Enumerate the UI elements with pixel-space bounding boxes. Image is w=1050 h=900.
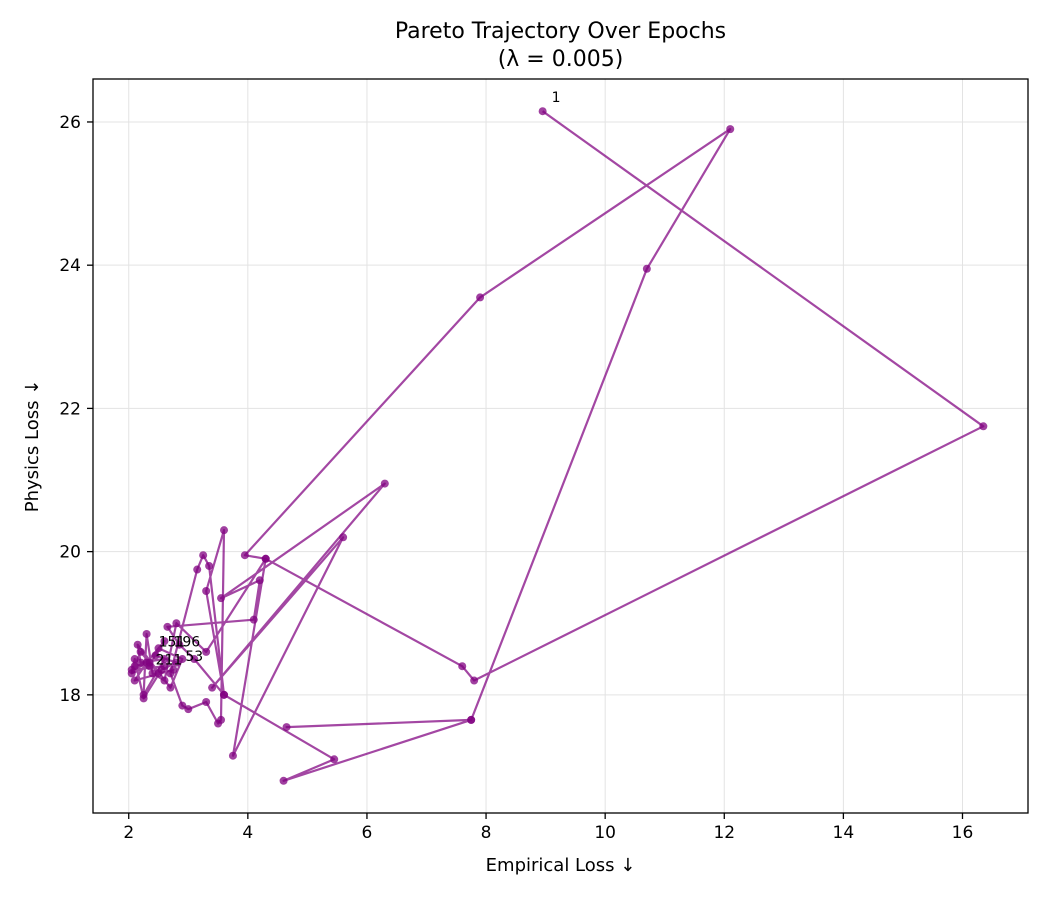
trajectory-point [220, 690, 229, 699]
trajectory-point [642, 264, 651, 273]
plot-frame [92, 78, 1029, 814]
trajectory-point [208, 683, 217, 692]
trajectory-point [145, 658, 154, 667]
trajectory-point [279, 776, 288, 785]
trajectory-point [130, 655, 139, 664]
x-tick-label: 14 [833, 823, 855, 843]
trajectory-point [214, 719, 223, 728]
trajectory-point [470, 676, 479, 685]
trajectory-point [190, 655, 199, 664]
trajectory-point [249, 615, 258, 624]
trajectory-point [458, 662, 467, 671]
trajectory-point [160, 662, 169, 671]
y-tick-label: 26 [59, 113, 81, 133]
trajectory-point [202, 587, 211, 596]
x-tick-label: 12 [713, 823, 735, 843]
trajectory-point [380, 479, 389, 488]
trajectory-point [160, 637, 169, 646]
trajectory-point [139, 694, 148, 703]
trajectory-point [202, 698, 211, 707]
x-tick-label: 2 [123, 823, 134, 843]
y-tick-label: 20 [59, 543, 81, 563]
trajectory-point [538, 107, 547, 116]
trajectory-point [175, 640, 184, 649]
trajectory-series [127, 107, 988, 785]
trajectory-point [127, 665, 136, 674]
point-annotation: 53 [185, 649, 203, 665]
trajectory-point [261, 554, 270, 563]
trajectory-point [133, 640, 142, 649]
y-axis-label: Physics Loss ↓ [22, 380, 43, 513]
trajectory-point [476, 293, 485, 302]
x-tick-label: 10 [594, 823, 616, 843]
trajectory-point [154, 644, 163, 653]
trajectory-point [142, 629, 151, 638]
point-annotation: 211 [156, 652, 183, 668]
trajectory-point [160, 655, 169, 664]
trajectory-point [178, 655, 187, 664]
trajectory-point [979, 422, 988, 431]
trajectory-point [228, 751, 237, 760]
y-tick-label: 22 [59, 399, 81, 419]
y-tick-label: 24 [59, 256, 81, 276]
trajectory-point [169, 665, 178, 674]
point-annotation: 1 [552, 90, 561, 106]
chart-title: Pareto Trajectory Over Epochs [395, 19, 726, 44]
trajectory-point [130, 676, 139, 685]
trajectory-point [726, 125, 735, 134]
trajectory-point [339, 533, 348, 542]
trajectory-point [202, 647, 211, 656]
y-tick-label: 18 [59, 686, 81, 706]
trajectory-point [184, 705, 193, 714]
trajectory-point [217, 594, 226, 603]
x-tick-label: 16 [952, 823, 974, 843]
x-tick-label: 4 [242, 823, 253, 843]
x-tick-label: 8 [481, 823, 492, 843]
trajectory-point [220, 526, 229, 535]
point-annotation: 151 [159, 634, 186, 650]
x-axis-label: Empirical Loss ↓ [486, 855, 636, 876]
trajectory-line [130, 110, 985, 782]
trajectory-point [136, 658, 145, 667]
chart-subtitle: (λ = 0.005) [498, 47, 624, 72]
trajectory-point [193, 565, 202, 574]
trajectory-point [178, 701, 187, 710]
trajectory-point [240, 551, 249, 560]
trajectory-point [136, 647, 145, 656]
trajectory-point [199, 551, 208, 560]
trajectory-point [154, 669, 163, 678]
trajectory-point [160, 676, 169, 685]
grid [93, 79, 1028, 813]
trajectory-point [151, 651, 160, 660]
trajectory-point [330, 755, 339, 764]
trajectory-point [172, 658, 181, 667]
x-tick-label: 6 [362, 823, 373, 843]
trajectory-point [148, 669, 157, 678]
point-annotation: 196 [173, 634, 200, 650]
trajectory-point [255, 576, 264, 585]
trajectory-point [163, 622, 172, 631]
trajectory-point [166, 683, 175, 692]
trajectory-point [172, 619, 181, 628]
trajectory-point [205, 561, 214, 570]
trajectory-point [467, 715, 476, 724]
trajectory-point [282, 723, 291, 732]
